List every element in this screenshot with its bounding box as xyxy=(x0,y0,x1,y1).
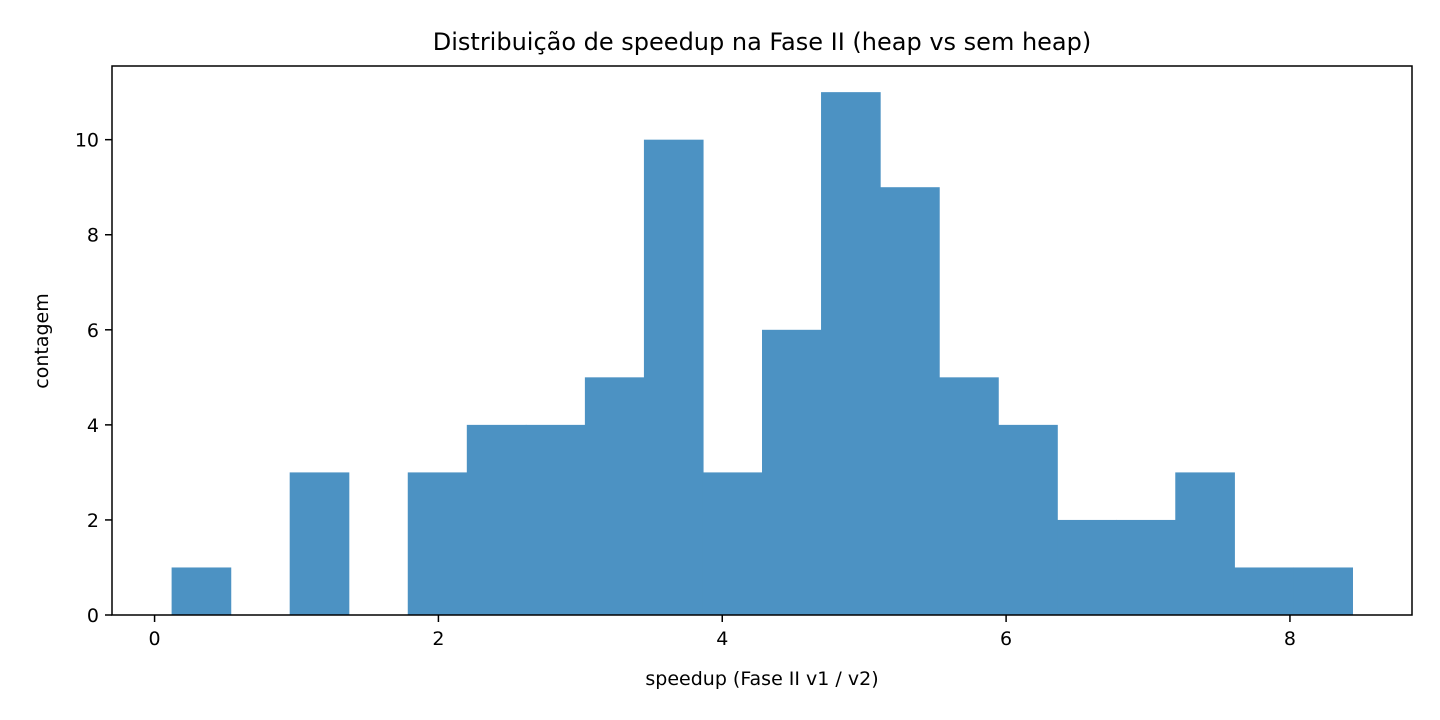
x-tick-label: 8 xyxy=(1284,628,1296,650)
y-tick-label: 4 xyxy=(87,415,99,437)
histogram-bar xyxy=(1234,567,1294,615)
histogram-bar xyxy=(702,472,763,615)
histogram-bar xyxy=(1293,567,1353,615)
chart-title: Distribuição de speedup na Fase II (heap… xyxy=(433,28,1091,56)
x-tick-label: 4 xyxy=(716,628,728,650)
bars-group xyxy=(171,92,1353,615)
histogram-bar xyxy=(407,472,468,615)
histogram-bar xyxy=(1175,472,1235,615)
y-axis-label: contagem xyxy=(31,293,53,388)
histogram-bar xyxy=(584,377,645,615)
histogram-bar xyxy=(939,377,999,615)
histogram-bar xyxy=(171,567,232,615)
plot-frame xyxy=(111,65,1413,616)
y-tick-label: 8 xyxy=(87,225,99,247)
y-tick-label: 2 xyxy=(87,510,99,532)
x-tick-label: 2 xyxy=(432,628,444,650)
histogram-bar xyxy=(821,92,881,615)
x-tick-label: 6 xyxy=(1000,628,1012,650)
x-tick-label: 0 xyxy=(149,628,161,650)
histogram-bar xyxy=(289,472,350,615)
histogram-bar xyxy=(466,424,527,615)
ticks-group: 0 2 4 6 8 0 2 4 6 8 10 xyxy=(75,130,1296,650)
histogram-bar xyxy=(998,424,1058,615)
y-tick-label: 10 xyxy=(75,130,99,152)
y-tick-label: 6 xyxy=(87,320,99,342)
y-tick-label: 0 xyxy=(87,605,99,627)
histogram-bar xyxy=(880,187,940,615)
histogram-bar xyxy=(525,424,586,615)
histogram-bar xyxy=(1057,519,1117,615)
histogram-bar xyxy=(1116,519,1176,615)
histogram-bar xyxy=(762,329,822,615)
histogram-bar xyxy=(643,139,704,615)
x-axis-label: speedup (Fase II v1 / v2) xyxy=(645,668,878,690)
